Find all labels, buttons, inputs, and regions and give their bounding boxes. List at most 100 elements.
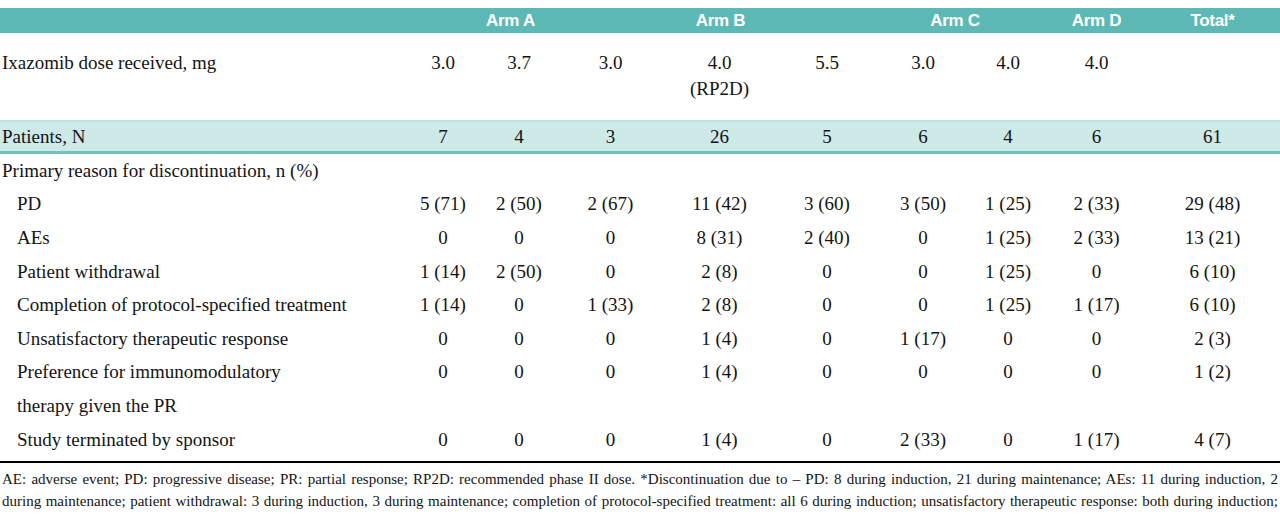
cell: 0 (878, 221, 968, 255)
cell (406, 389, 480, 423)
cell-value: 0 (438, 328, 448, 349)
cell: 1 (17) (1048, 423, 1145, 457)
cell: 0 (878, 288, 968, 322)
cell-value: 0 (918, 261, 928, 282)
cell-value: 0 (438, 429, 448, 450)
cell: 4 (968, 121, 1048, 153)
cell (968, 389, 1048, 423)
cell-value: 1 (4) (701, 361, 737, 382)
cell (480, 153, 558, 188)
cell-value: 0 (918, 294, 928, 315)
cell: 0 (558, 356, 663, 390)
table-row: Patient withdrawal1 (14)2 (50)02 (8)001 … (0, 255, 1280, 289)
cell: 0 (406, 322, 480, 356)
cell: 0 (406, 356, 480, 390)
cell-value: 3.0 (431, 52, 455, 73)
cell: 0 (1048, 322, 1145, 356)
cell (1145, 389, 1280, 423)
cell-value: 1 (25) (985, 261, 1031, 282)
cell: 0 (878, 255, 968, 289)
cell: 1 (2) (1145, 356, 1280, 390)
cell: 29 (48) (1145, 188, 1280, 222)
cell-value: 4 (7) (1194, 429, 1230, 450)
cell: 61 (1145, 121, 1280, 153)
cell: 1 (4) (663, 423, 776, 457)
cell: 1 (17) (878, 322, 968, 356)
cell-value: 2 (50) (496, 193, 542, 214)
cell: 4 (480, 121, 558, 153)
row-label: Primary reason for discontinuation, n (%… (0, 153, 406, 188)
paper-table-figure: Arm AArm BArm CArm DTotal* Ixazomib dose… (0, 0, 1280, 516)
column-group-armc: Arm C (878, 8, 1048, 33)
cell: 0 (968, 423, 1048, 457)
cell-value: 0 (1003, 361, 1013, 382)
cell: 0 (776, 322, 878, 356)
cell: 3.7 (480, 33, 558, 121)
cell-value: 0 (514, 328, 524, 349)
cell-value: 1 (4) (701, 429, 737, 450)
cell (878, 389, 968, 423)
cell: 7 (406, 121, 480, 153)
cell-value: 2 (33) (1074, 193, 1120, 214)
cell-value: 0 (822, 361, 832, 382)
cell: 1 (17) (1048, 288, 1145, 322)
cell (1048, 153, 1145, 188)
cell-value: 5.5 (815, 52, 839, 73)
cell: 1 (14) (406, 255, 480, 289)
cell: 1 (4) (663, 356, 776, 390)
cell-value: 8 (31) (697, 227, 743, 248)
cell-value: 61 (1203, 126, 1222, 147)
cell-value: 0 (606, 227, 616, 248)
cell: 5.5 (776, 33, 878, 121)
cell: 3.0 (558, 33, 663, 121)
cell: 2 (33) (1048, 221, 1145, 255)
table-row: Completion of protocol-specified treatme… (0, 288, 1280, 322)
cell: 8 (31) (663, 221, 776, 255)
row-label: AEs (0, 221, 406, 255)
cell: 3.0 (406, 33, 480, 121)
cell-subvalue: (RP2D) (663, 76, 776, 102)
cell-value: 7 (438, 126, 448, 147)
cell-value: 6 (918, 126, 928, 147)
column-group-arma: Arm A (406, 8, 663, 33)
table-row: Study terminated by sponsor0001 (4)02 (3… (0, 423, 1280, 457)
cell-value: 2 (40) (804, 227, 850, 248)
cell: 6 (10) (1145, 255, 1280, 289)
row-label: Study terminated by sponsor (0, 423, 406, 457)
cell: 1 (4) (663, 322, 776, 356)
cell: 3.0 (878, 33, 968, 121)
cell: 6 (1048, 121, 1145, 153)
cell: 3 (558, 121, 663, 153)
cell: 2 (33) (1048, 188, 1145, 222)
cell-value: 0 (1003, 429, 1013, 450)
cell (663, 153, 776, 188)
row-label: Completion of protocol-specified treatme… (0, 288, 406, 322)
row-label: Unsatisfactory therapeutic response (0, 322, 406, 356)
cell-value: 6 (10) (1190, 261, 1236, 282)
table-row: Primary reason for discontinuation, n (%… (0, 153, 1280, 188)
cell: 1 (25) (968, 188, 1048, 222)
cell-value: 0 (514, 429, 524, 450)
cell: 0 (1048, 255, 1145, 289)
cell (406, 153, 480, 188)
table-row: Patients, N74326564661 (0, 121, 1280, 153)
cell-value: 1 (14) (420, 261, 466, 282)
cell: 2 (8) (663, 255, 776, 289)
cell-value: 0 (1003, 328, 1013, 349)
cell-value: 2 (8) (701, 294, 737, 315)
cell-value: 0 (822, 328, 832, 349)
cell-value: 5 (71) (420, 193, 466, 214)
column-group-armb: Arm B (663, 8, 878, 33)
cell (558, 153, 663, 188)
cell-value: 1 (17) (1074, 429, 1120, 450)
cell: 6 (878, 121, 968, 153)
cell (663, 389, 776, 423)
cell-value: 0 (1092, 328, 1102, 349)
cell-value: 0 (514, 227, 524, 248)
cell: 4.0 (968, 33, 1048, 121)
cell: 2 (50) (480, 255, 558, 289)
cell-value: 0 (606, 261, 616, 282)
cell-value: 1 (25) (985, 294, 1031, 315)
cell-value: 5 (822, 126, 832, 147)
cell: 2 (67) (558, 188, 663, 222)
